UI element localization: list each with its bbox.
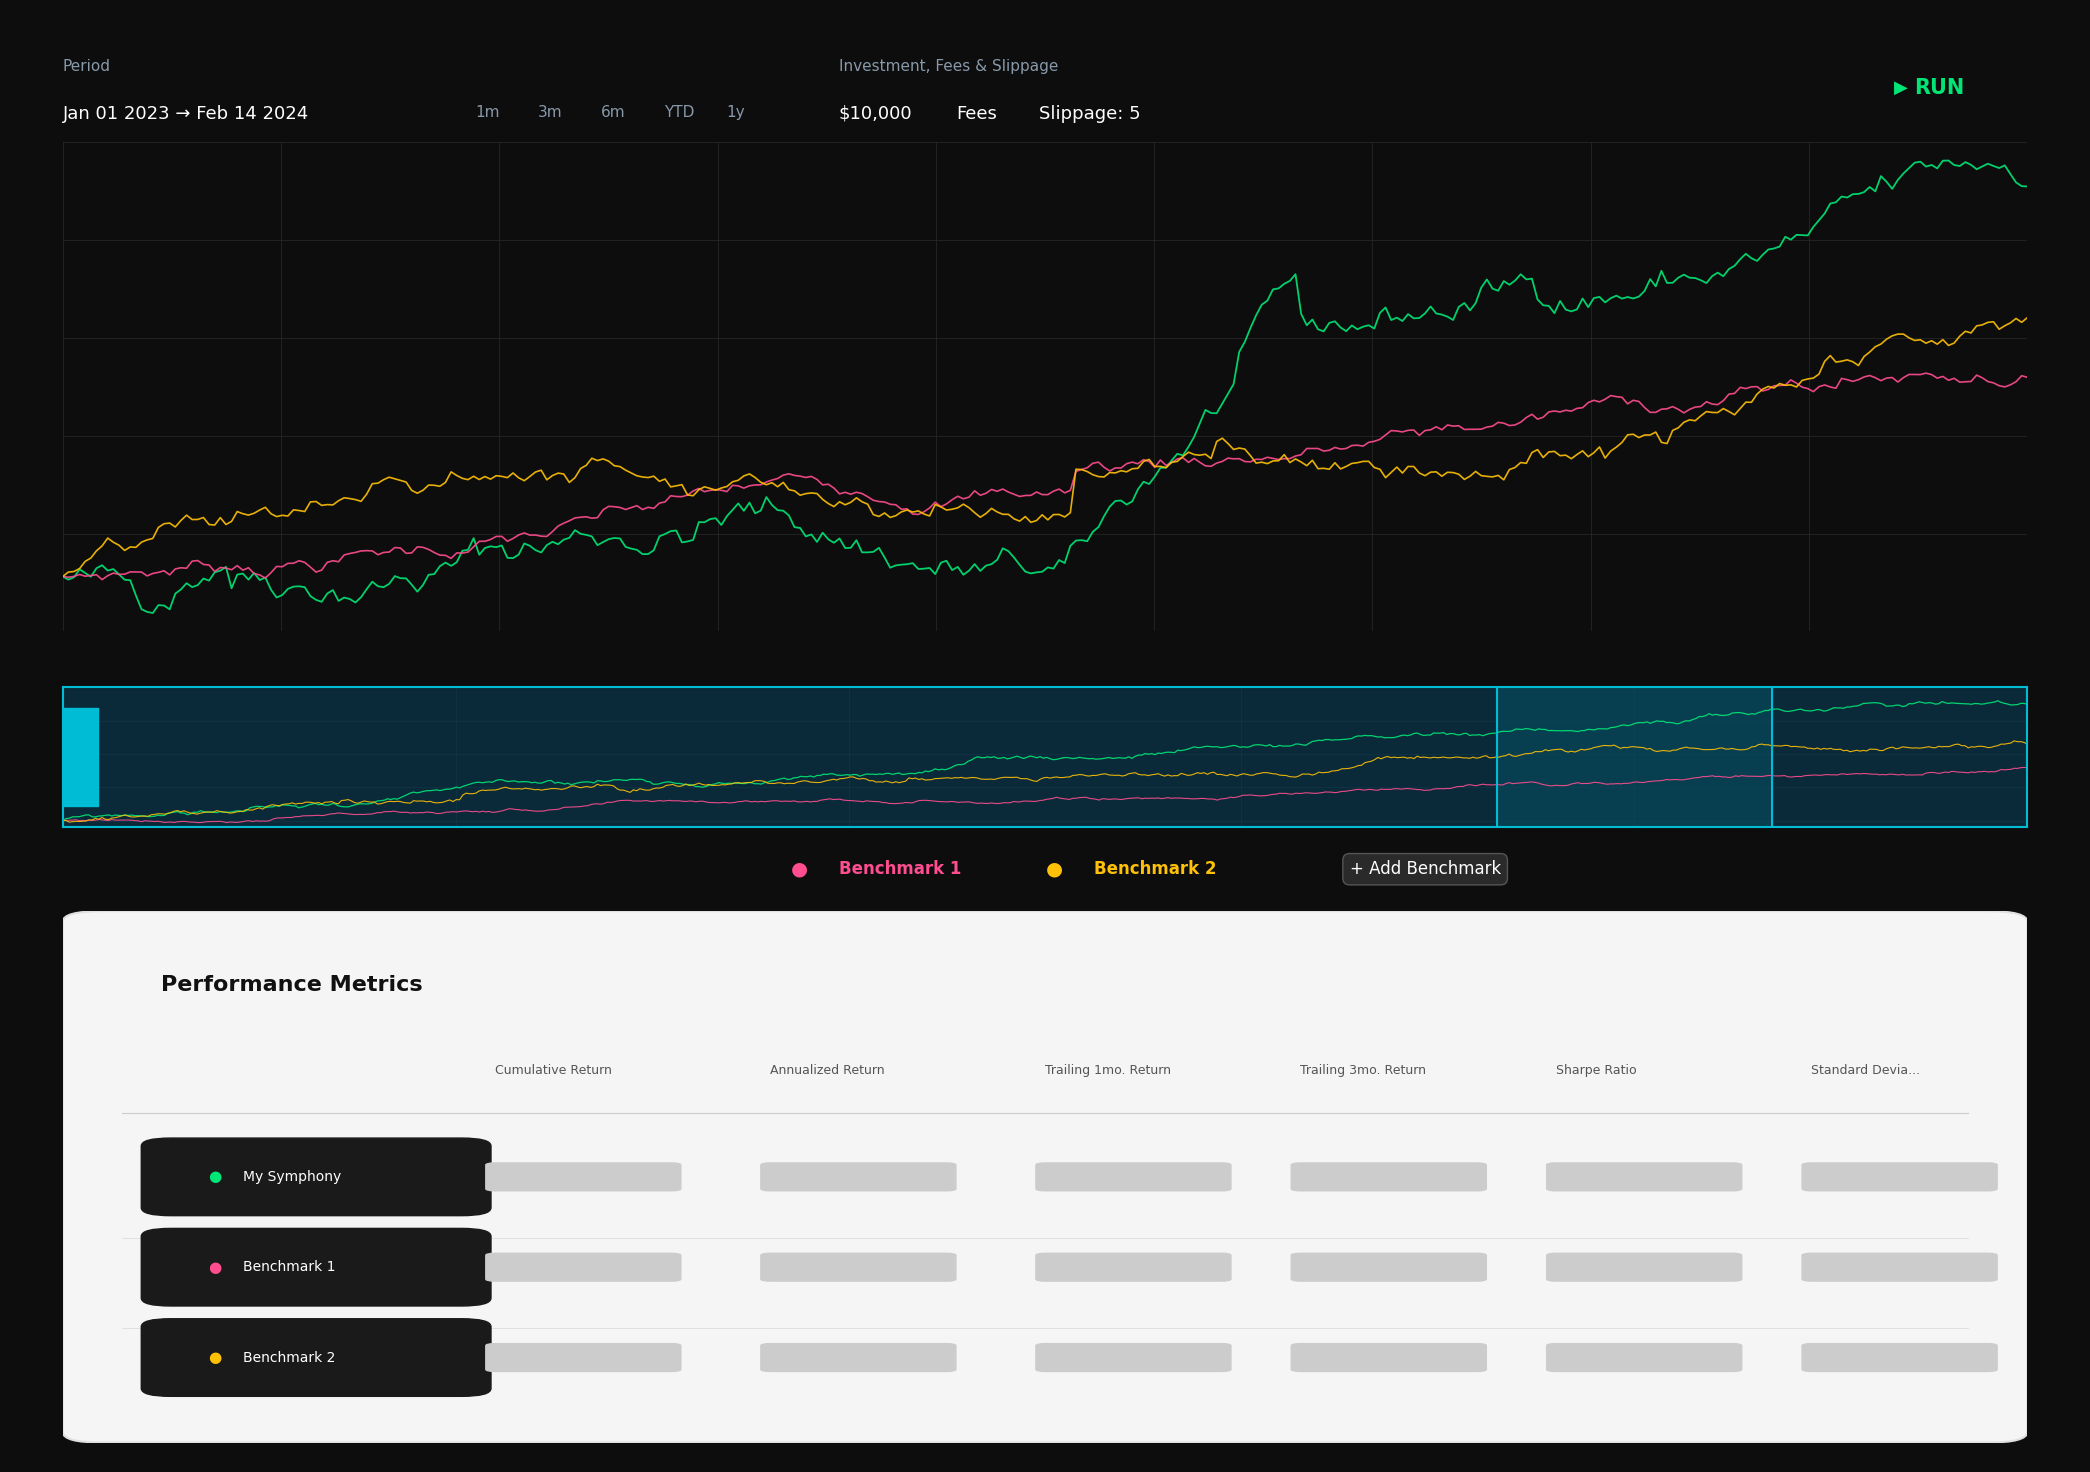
FancyBboxPatch shape bbox=[1035, 1163, 1231, 1191]
FancyBboxPatch shape bbox=[142, 1138, 491, 1216]
Text: Benchmark 2: Benchmark 2 bbox=[242, 1350, 336, 1365]
FancyBboxPatch shape bbox=[761, 1163, 957, 1191]
Text: Fees: Fees bbox=[957, 105, 997, 122]
FancyBboxPatch shape bbox=[1035, 1342, 1231, 1372]
Text: $10,000: $10,000 bbox=[838, 105, 913, 122]
Text: Jan 01 2023 → Feb 14 2024: Jan 01 2023 → Feb 14 2024 bbox=[63, 105, 309, 122]
Text: ●: ● bbox=[209, 1260, 222, 1275]
FancyBboxPatch shape bbox=[761, 1253, 957, 1282]
Text: Annualized Return: Annualized Return bbox=[769, 1064, 884, 1078]
Text: + Add Benchmark: + Add Benchmark bbox=[1350, 860, 1501, 879]
FancyBboxPatch shape bbox=[485, 1253, 681, 1282]
Text: ●: ● bbox=[790, 860, 809, 879]
FancyBboxPatch shape bbox=[1292, 1253, 1486, 1282]
Text: Benchmark 1: Benchmark 1 bbox=[838, 860, 961, 879]
FancyBboxPatch shape bbox=[1547, 1342, 1743, 1372]
Text: Cumulative Return: Cumulative Return bbox=[495, 1064, 612, 1078]
Text: Benchmark 1: Benchmark 1 bbox=[242, 1260, 336, 1275]
FancyBboxPatch shape bbox=[142, 1319, 491, 1397]
Text: RUN: RUN bbox=[1914, 78, 1965, 99]
Text: Standard Devia...: Standard Devia... bbox=[1812, 1064, 1921, 1078]
FancyBboxPatch shape bbox=[142, 1229, 491, 1306]
Text: Sharpe Ratio: Sharpe Ratio bbox=[1555, 1064, 1636, 1078]
Text: Trailing 3mo. Return: Trailing 3mo. Return bbox=[1300, 1064, 1425, 1078]
Text: YTD: YTD bbox=[665, 105, 694, 119]
Text: My Symphony: My Symphony bbox=[242, 1170, 341, 1183]
Text: Period: Period bbox=[63, 59, 111, 74]
Bar bbox=[63, 708, 98, 807]
FancyBboxPatch shape bbox=[1547, 1163, 1743, 1191]
Text: Slippage: 5: Slippage: 5 bbox=[1039, 105, 1141, 122]
FancyBboxPatch shape bbox=[1547, 1253, 1743, 1282]
FancyBboxPatch shape bbox=[485, 1342, 681, 1372]
Text: ●: ● bbox=[209, 1169, 222, 1185]
Text: 1y: 1y bbox=[727, 105, 746, 119]
Text: ▶: ▶ bbox=[1894, 79, 1908, 97]
Text: ●: ● bbox=[209, 1350, 222, 1365]
FancyBboxPatch shape bbox=[1802, 1253, 1998, 1282]
Text: ●: ● bbox=[1047, 860, 1064, 879]
FancyBboxPatch shape bbox=[761, 1342, 957, 1372]
FancyBboxPatch shape bbox=[1292, 1342, 1486, 1372]
Text: Investment, Fees & Slippage: Investment, Fees & Slippage bbox=[838, 59, 1058, 74]
Bar bbox=[1496, 687, 1772, 827]
Text: Benchmark 2: Benchmark 2 bbox=[1095, 860, 1216, 879]
Text: Trailing 1mo. Return: Trailing 1mo. Return bbox=[1045, 1064, 1170, 1078]
Text: 6m: 6m bbox=[602, 105, 625, 119]
Text: 1m: 1m bbox=[474, 105, 500, 119]
FancyBboxPatch shape bbox=[1802, 1163, 1998, 1191]
FancyBboxPatch shape bbox=[1035, 1253, 1231, 1282]
FancyBboxPatch shape bbox=[1802, 1342, 1998, 1372]
Text: 3m: 3m bbox=[537, 105, 562, 119]
Text: Performance Metrics: Performance Metrics bbox=[161, 974, 422, 995]
FancyBboxPatch shape bbox=[1292, 1163, 1486, 1191]
FancyBboxPatch shape bbox=[485, 1163, 681, 1191]
FancyBboxPatch shape bbox=[63, 911, 2027, 1443]
